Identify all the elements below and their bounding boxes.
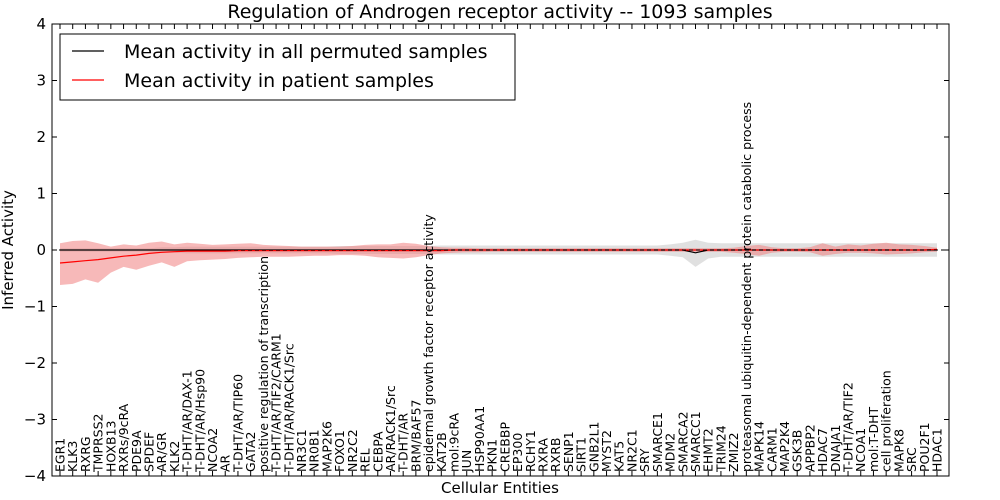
x-tick-label: CREBBP [497,422,512,472]
x-tick-label: NR3C1 [294,429,309,472]
y-axis-ticks: 4 3 2 1 0 −1 −2 −3 −4 [24,15,949,485]
x-tick-label: HSP90AA1 [472,406,487,472]
x-tick-label: EHMT2 [701,428,716,472]
x-tick-label: MAP2K6 [319,421,334,472]
y-tick-label: 0 [36,241,46,259]
x-tick-label: FOXO1 [332,430,347,472]
x-tick-label: MDM2 [663,433,678,472]
legend-label-permuted: Mean activity in all permuted samples [124,41,487,63]
x-tick-label: SMARCC1 [688,411,703,472]
x-tick-label: JUN [459,450,474,473]
x-tick-label: T-DHT/AR/TIP60 [230,374,245,473]
x-tick-label: AR/RACK1/Src [383,385,398,472]
legend-box [59,33,516,101]
x-tick-label: RXRs/9cRA [116,403,131,472]
x-tick-label: NR2C2 [345,429,360,472]
x-tick-label: NR2C1 [625,429,640,472]
x-tick-label: SMARCE1 [650,412,665,472]
x-tick-label: T-DHT/AR/TIF2/CARM1 [269,333,284,473]
y-tick-label: −2 [24,354,46,372]
x-tick-label: POU2F1 [917,422,932,472]
legend-label-patient: Mean activity in patient samples [124,70,434,92]
y-tick-label: 1 [36,185,46,203]
x-tick-label: KLK2 [167,441,182,472]
chart-title: Regulation of Androgen receptor activity… [227,1,772,23]
x-tick-label: HDAC7 [815,428,830,472]
x-tick-label: KAT2B [434,432,449,472]
x-tick-label: proteasomal ubiquitin-dependent protein … [739,102,754,472]
x-tick-label: SENP1 [561,431,576,472]
x-tick-label: RXRG [78,436,93,472]
y-tick-label: −1 [24,298,46,316]
band-patient [60,240,937,285]
x-tick-label: mol:9cRA [447,412,462,472]
x-tick-label: CEBPA [370,431,385,472]
x-tick-label: T-DHT/AR/RACK1/Src [281,343,296,473]
x-tick-label: NCOA1 [853,428,868,472]
x-tick-label: epidermal growth factor receptor activit… [421,214,436,472]
x-tick-label: PDE9A [129,430,144,472]
x-tick-label: MYST2 [599,430,614,472]
x-tick-label: APPBP2 [802,424,817,472]
x-tick-label: T-DHT/AR/TIF2 [841,382,856,473]
x-tick-label: KLK3 [65,441,80,472]
x-tick-label: MAPK14 [752,421,767,472]
x-tick-label: AR [218,454,233,472]
x-tick-label: NCOA2 [205,428,220,472]
x-tick-label: SPDEF [142,432,157,472]
x-tick-label: mol:T-DHT [866,406,881,472]
x-tick-label: KAT5 [612,441,627,472]
x-tick-label: TRIM24 [713,425,728,473]
y-tick-label: 2 [36,128,46,146]
x-tick-label: AR/GR [154,432,169,472]
x-tick-label: EP300 [510,433,525,472]
x-tick-label: TMPRSS2 [91,414,106,473]
x-tick-label: RXRB [548,437,563,472]
x-tick-label: HOXB13 [103,421,118,472]
band-permuted [60,239,937,267]
x-tick-label: DNAJA1 [828,425,843,473]
y-tick-label: 3 [36,72,46,90]
x-tick-label: T-DHT/AR/Hsp90 [192,369,207,473]
x-tick-label: GATA2 [243,432,258,472]
y-tick-label: 4 [36,15,46,33]
x-tick-label: T-DHT/AR [396,413,411,473]
x-axis-label: Cellular Entities [441,479,559,497]
x-tick-label: REL [358,448,373,472]
y-tick-label: −4 [24,467,46,485]
x-tick-label: HDAC1 [930,428,945,472]
y-axis-label: Inferred Activity [0,190,17,310]
x-axis-ticks: EGR1KLK3RXRGTMPRSS2HOXB13RXRs/9cRAPDE9AS… [53,24,945,476]
x-tick-label: GNB2L1 [586,422,601,472]
x-tick-label: SRC [904,447,919,472]
x-tick-label: positive regulation of transcription [256,256,271,472]
legend: Mean activity in all permuted samples Me… [59,33,516,101]
x-tick-label: GSK3B [790,430,805,472]
x-tick-label: MAP2K4 [777,421,792,472]
y-tick-label: −3 [24,411,46,429]
confidence-bands [60,239,937,285]
x-tick-label: EGR1 [53,438,68,472]
x-tick-label: RXRA [536,438,551,472]
x-tick-label: cell proliferation [879,370,894,472]
x-tick-label: NR0B1 [307,429,322,472]
x-tick-label: CARM1 [764,427,779,472]
x-tick-label: MAPK8 [891,429,906,472]
x-tick-label: SIRT1 [574,437,589,472]
x-tick-label: BRM/BAF57 [408,400,423,472]
x-tick-label: ZMIZ2 [726,432,741,472]
x-tick-label: SMARCA2 [675,411,690,472]
x-tick-label: PKN1 [485,439,500,472]
x-tick-label: T-DHT/AR/DAX-1 [180,370,195,473]
x-tick-label: SRY [637,448,652,472]
x-tick-label: RCHY1 [523,430,538,472]
